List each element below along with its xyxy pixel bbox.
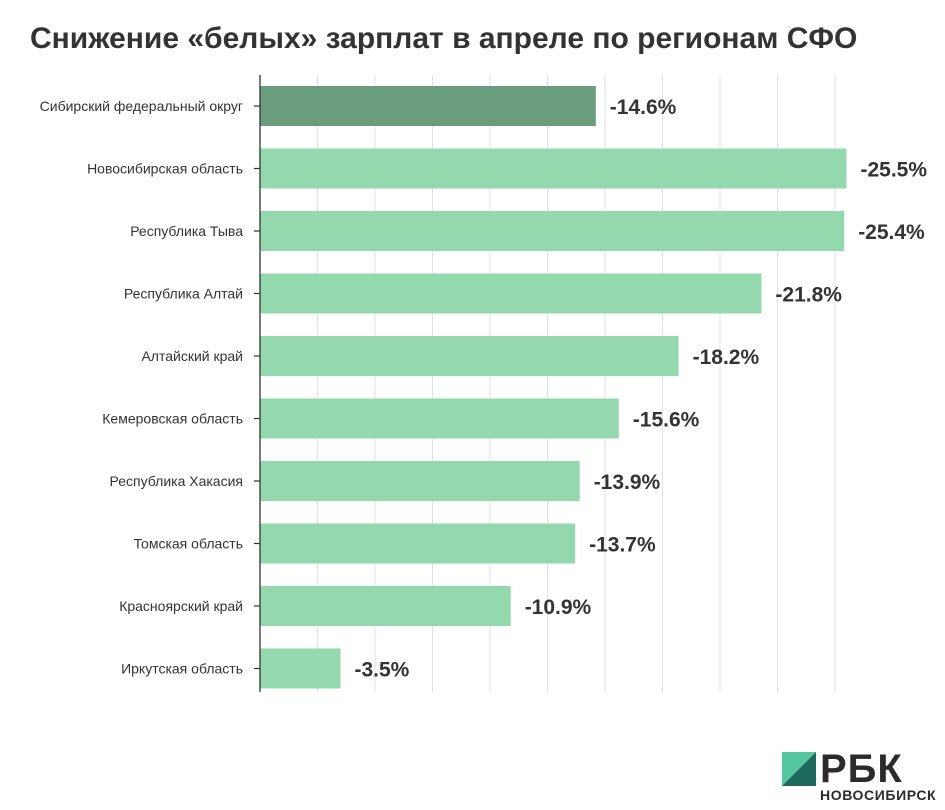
rbc-logo: РБК НОВОСИБИРСК — [782, 748, 936, 803]
bar — [260, 86, 596, 126]
value-label: -10.9% — [525, 596, 592, 619]
value-label: -25.4% — [858, 221, 925, 244]
value-label: -21.8% — [775, 284, 842, 307]
logo-dark-triangle — [782, 752, 816, 786]
bar — [260, 523, 576, 564]
value-label: -13.7% — [589, 534, 656, 557]
bar — [260, 398, 619, 439]
category-label: Республика Алтай — [124, 286, 243, 302]
bar — [260, 273, 762, 314]
category-label: Томская область — [134, 536, 243, 552]
bar — [260, 336, 679, 376]
category-label: Республика Тыва — [130, 223, 243, 239]
category-label: Новосибирская область — [87, 161, 243, 177]
y-axis-ticks — [254, 105, 260, 670]
category-label: Иркутская область — [121, 661, 243, 677]
category-label: Республика Хакасия — [110, 473, 243, 489]
category-label: Сибирский федеральный округ — [40, 98, 243, 114]
category-label: Красноярский край — [119, 598, 243, 614]
logo-name: РБК — [820, 747, 903, 791]
category-label: Кемеровская область — [102, 411, 243, 427]
value-label: -3.5% — [355, 659, 410, 682]
category-labels: Сибирский федеральный округ Новосибирская… — [40, 98, 244, 677]
bar — [260, 148, 847, 189]
chart-title: Снижение «белых» зарплат в апреле по рег… — [30, 22, 858, 55]
value-label: -25.5% — [861, 159, 928, 182]
value-label: -14.6% — [610, 96, 677, 119]
bars-group — [260, 86, 847, 689]
category-label: Алтайский край — [141, 348, 243, 364]
bar — [260, 461, 580, 501]
bar — [260, 211, 845, 251]
bar — [260, 586, 511, 626]
logo-subtitle: НОВОСИБИРСК — [820, 787, 937, 803]
rbc-logo-mark-icon — [782, 752, 816, 786]
value-labels: -14.6% -25.5% -25.4% -21.8% -18.2% -15.6% -13.… — [355, 96, 928, 682]
bar — [260, 648, 341, 689]
value-label: -15.6% — [633, 409, 700, 432]
value-label: -18.2% — [693, 346, 760, 369]
value-label: -13.9% — [594, 471, 661, 494]
